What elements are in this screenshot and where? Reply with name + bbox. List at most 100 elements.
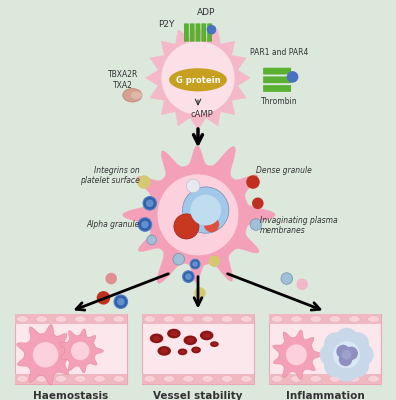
Ellipse shape xyxy=(271,376,283,382)
Circle shape xyxy=(161,41,235,114)
Text: ADP: ADP xyxy=(196,8,215,17)
FancyBboxPatch shape xyxy=(142,314,254,324)
Ellipse shape xyxy=(221,316,233,322)
Circle shape xyxy=(335,359,358,382)
Circle shape xyxy=(174,214,199,239)
Ellipse shape xyxy=(240,376,252,382)
Ellipse shape xyxy=(153,336,160,341)
Text: Alpha granule: Alpha granule xyxy=(87,220,140,229)
Ellipse shape xyxy=(74,316,86,322)
Ellipse shape xyxy=(144,316,156,322)
Circle shape xyxy=(287,71,298,83)
Polygon shape xyxy=(123,146,275,283)
Ellipse shape xyxy=(271,316,283,322)
Text: PAR1 and PAR4: PAR1 and PAR4 xyxy=(250,48,308,57)
Circle shape xyxy=(320,343,343,366)
Ellipse shape xyxy=(178,348,187,355)
Circle shape xyxy=(105,273,117,284)
FancyBboxPatch shape xyxy=(190,23,194,42)
Text: G protein: G protein xyxy=(176,76,220,85)
Circle shape xyxy=(137,175,151,189)
Circle shape xyxy=(114,295,128,308)
Ellipse shape xyxy=(183,336,197,345)
Text: Dense granule: Dense granule xyxy=(256,166,312,175)
Ellipse shape xyxy=(212,342,217,346)
FancyBboxPatch shape xyxy=(269,314,381,324)
Ellipse shape xyxy=(163,316,175,322)
Ellipse shape xyxy=(144,376,156,382)
FancyBboxPatch shape xyxy=(142,314,254,384)
Circle shape xyxy=(207,25,216,34)
Ellipse shape xyxy=(170,331,177,336)
Circle shape xyxy=(173,254,185,265)
Ellipse shape xyxy=(368,316,379,322)
Circle shape xyxy=(138,218,152,231)
Polygon shape xyxy=(17,324,77,385)
Circle shape xyxy=(324,354,347,377)
Circle shape xyxy=(97,291,110,304)
Ellipse shape xyxy=(310,376,322,382)
Ellipse shape xyxy=(202,376,213,382)
Polygon shape xyxy=(273,330,322,380)
Circle shape xyxy=(345,346,358,360)
Circle shape xyxy=(252,198,264,209)
Ellipse shape xyxy=(150,334,163,343)
Circle shape xyxy=(194,287,206,299)
Circle shape xyxy=(158,174,238,255)
Ellipse shape xyxy=(291,376,302,382)
Ellipse shape xyxy=(329,376,341,382)
Circle shape xyxy=(192,261,198,267)
Polygon shape xyxy=(59,329,103,373)
Ellipse shape xyxy=(193,348,199,352)
Ellipse shape xyxy=(160,348,168,354)
Text: TBXA2R: TBXA2R xyxy=(108,70,138,78)
FancyBboxPatch shape xyxy=(269,314,381,384)
Ellipse shape xyxy=(74,376,86,382)
Ellipse shape xyxy=(291,316,302,322)
Polygon shape xyxy=(146,26,250,130)
Circle shape xyxy=(324,332,347,356)
Ellipse shape xyxy=(55,376,67,382)
FancyBboxPatch shape xyxy=(15,314,127,384)
Ellipse shape xyxy=(113,316,125,322)
Circle shape xyxy=(183,187,229,233)
Text: Integrins on: Integrins on xyxy=(94,166,140,175)
Text: P2Y: P2Y xyxy=(158,20,175,29)
Circle shape xyxy=(250,219,262,230)
Text: cAMP: cAMP xyxy=(190,110,213,119)
Circle shape xyxy=(346,354,369,377)
FancyBboxPatch shape xyxy=(196,23,200,42)
Ellipse shape xyxy=(169,68,227,91)
Text: platelet surface: platelet surface xyxy=(80,176,140,185)
Circle shape xyxy=(204,217,219,232)
Ellipse shape xyxy=(36,316,48,322)
Circle shape xyxy=(117,298,125,306)
Ellipse shape xyxy=(94,376,105,382)
Text: Thrombin: Thrombin xyxy=(261,96,297,106)
Circle shape xyxy=(143,196,156,210)
Ellipse shape xyxy=(191,346,201,353)
Circle shape xyxy=(246,175,260,189)
FancyBboxPatch shape xyxy=(263,85,291,92)
Ellipse shape xyxy=(36,376,48,382)
Ellipse shape xyxy=(55,316,67,322)
Ellipse shape xyxy=(348,376,360,382)
FancyBboxPatch shape xyxy=(142,374,254,384)
Ellipse shape xyxy=(167,329,181,338)
Circle shape xyxy=(350,343,373,366)
Circle shape xyxy=(71,342,89,360)
Text: Inflammation: Inflammation xyxy=(286,391,365,400)
Ellipse shape xyxy=(17,316,28,322)
Ellipse shape xyxy=(183,376,194,382)
Ellipse shape xyxy=(348,316,360,322)
Ellipse shape xyxy=(130,91,142,99)
Ellipse shape xyxy=(113,376,125,382)
Circle shape xyxy=(185,273,192,280)
Ellipse shape xyxy=(183,316,194,322)
Circle shape xyxy=(346,332,369,356)
FancyBboxPatch shape xyxy=(15,314,127,324)
Circle shape xyxy=(190,259,200,269)
Circle shape xyxy=(333,341,360,368)
Text: Vessel stability: Vessel stability xyxy=(153,391,243,400)
Circle shape xyxy=(339,353,352,366)
